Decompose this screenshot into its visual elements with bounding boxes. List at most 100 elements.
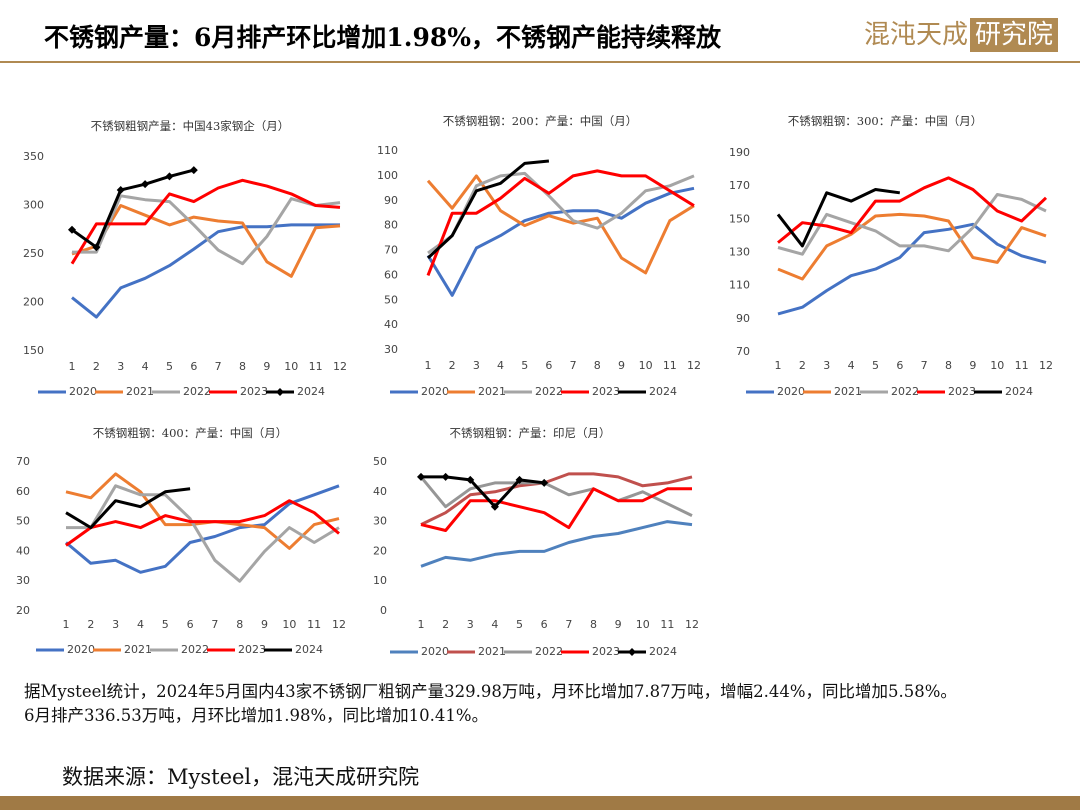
- y-tick-label: 10: [373, 574, 387, 587]
- point-marker: [490, 502, 499, 511]
- y-tick-label: 130: [729, 246, 750, 259]
- x-tick-label: 10: [282, 618, 296, 631]
- y-tick-label: 90: [384, 194, 398, 207]
- chart-title: 不锈钢粗钢：200：产量：中国（月）: [443, 114, 637, 128]
- x-tick-label: 1: [425, 359, 432, 372]
- x-tick-label: 12: [333, 360, 347, 373]
- y-tick-label: 170: [729, 179, 750, 192]
- legend-label: 2024: [649, 385, 677, 398]
- legend-label: 2021: [478, 385, 506, 398]
- x-tick-label: 3: [117, 360, 124, 373]
- y-tick-label: 0: [380, 604, 387, 617]
- x-tick-label: 1: [69, 360, 76, 373]
- x-tick-label: 9: [263, 360, 270, 373]
- series-line: [777, 212, 1047, 281]
- x-tick-label: 8: [236, 618, 243, 631]
- x-tick-label: 2: [449, 359, 456, 372]
- series-line: [426, 174, 695, 275]
- series-line: [420, 472, 693, 526]
- legend-label: 2024: [1005, 385, 1033, 398]
- x-tick-label: 4: [848, 359, 855, 372]
- legend-label: 2023: [592, 645, 620, 658]
- x-tick-label: 3: [473, 359, 480, 372]
- y-tick-label: 20: [373, 544, 387, 557]
- legend-marker: [276, 388, 284, 396]
- x-tick-label: 6: [541, 618, 548, 631]
- x-tick-label: 11: [307, 618, 321, 631]
- series-line: [420, 520, 693, 568]
- point-marker: [540, 478, 549, 487]
- series-line: [71, 223, 340, 319]
- legend-label: 2021: [124, 643, 152, 656]
- point-marker: [466, 475, 475, 484]
- legend-label: 2020: [67, 643, 95, 656]
- x-tick-label: 11: [660, 618, 674, 631]
- y-tick-label: 60: [16, 485, 30, 498]
- note: 据Mysteel统计，2024年5月国内43家不锈钢厂粗钢产量329.98万吨，…: [24, 682, 957, 701]
- x-tick-label: 2: [93, 360, 100, 373]
- x-tick-label: 12: [1039, 359, 1053, 372]
- x-tick-label: 5: [162, 618, 169, 631]
- x-tick-label: 11: [309, 360, 323, 373]
- chart-title: 不锈钢粗钢：产量：印尼（月）: [450, 426, 611, 440]
- series-line: [776, 188, 901, 248]
- legend-label: 2023: [592, 385, 620, 398]
- logo-box: 研究院: [969, 18, 1058, 52]
- y-tick-label: 30: [16, 574, 30, 587]
- point-marker: [141, 180, 150, 189]
- x-tick-label: 6: [190, 360, 197, 373]
- point-marker: [417, 472, 425, 481]
- legend-label: 2024: [295, 643, 323, 656]
- y-tick-label: 40: [384, 318, 398, 331]
- x-tick-label: 5: [166, 360, 173, 373]
- x-tick-label: 7: [921, 359, 928, 372]
- y-tick-label: 150: [729, 212, 750, 225]
- y-tick-label: 200: [23, 296, 44, 309]
- y-tick-label: 300: [23, 199, 44, 212]
- legend-label: 2023: [240, 385, 268, 398]
- x-tick-label: 8: [594, 359, 601, 372]
- y-tick-label: 90: [736, 312, 750, 325]
- point-marker: [441, 472, 450, 481]
- x-tick-label: 6: [545, 359, 552, 372]
- x-tick-label: 12: [332, 618, 346, 631]
- series-line: [65, 487, 191, 530]
- y-tick-label: 100: [377, 169, 398, 182]
- x-tick-label: 4: [497, 359, 504, 372]
- x-tick-label: 4: [137, 618, 144, 631]
- x-tick-label: 8: [239, 360, 246, 373]
- source: 数据来源：Mysteel，混沌天成研究院: [62, 765, 420, 789]
- series-line: [426, 186, 695, 297]
- x-tick-label: 9: [618, 359, 625, 372]
- series-line: [71, 168, 195, 249]
- x-tick-label: 6: [896, 359, 903, 372]
- y-tick-label: 60: [384, 268, 398, 281]
- x-tick-label: 4: [491, 618, 498, 631]
- x-tick-label: 8: [945, 359, 952, 372]
- x-tick-label: 1: [775, 359, 782, 372]
- series-line: [419, 475, 693, 517]
- series-line: [420, 487, 692, 532]
- x-tick-label: 5: [521, 359, 528, 372]
- legend-label: 2024: [297, 385, 325, 398]
- point-marker: [116, 185, 125, 194]
- x-tick-label: 2: [442, 618, 449, 631]
- x-tick-label: 7: [570, 359, 577, 372]
- y-tick-label: 20: [16, 604, 30, 617]
- point-marker: [92, 243, 101, 252]
- y-tick-label: 70: [16, 455, 30, 468]
- series-line: [70, 178, 341, 265]
- point-marker: [515, 475, 524, 484]
- legend-label: 2020: [777, 385, 805, 398]
- series-line: [426, 159, 550, 260]
- chart-title: 不锈钢粗钢：300：产量：中国（月）: [788, 114, 982, 128]
- series-line: [777, 193, 1047, 256]
- series-line: [426, 169, 695, 276]
- y-tick-label: 40: [16, 544, 30, 557]
- legend-label: 2022: [181, 643, 209, 656]
- notes: 据Mysteel统计，2024年5月国内43家不锈钢厂粗钢产量329.98万吨，…: [24, 680, 1054, 728]
- x-tick-label: 5: [516, 618, 523, 631]
- y-tick-label: 50: [373, 455, 387, 468]
- y-tick-label: 30: [373, 515, 387, 528]
